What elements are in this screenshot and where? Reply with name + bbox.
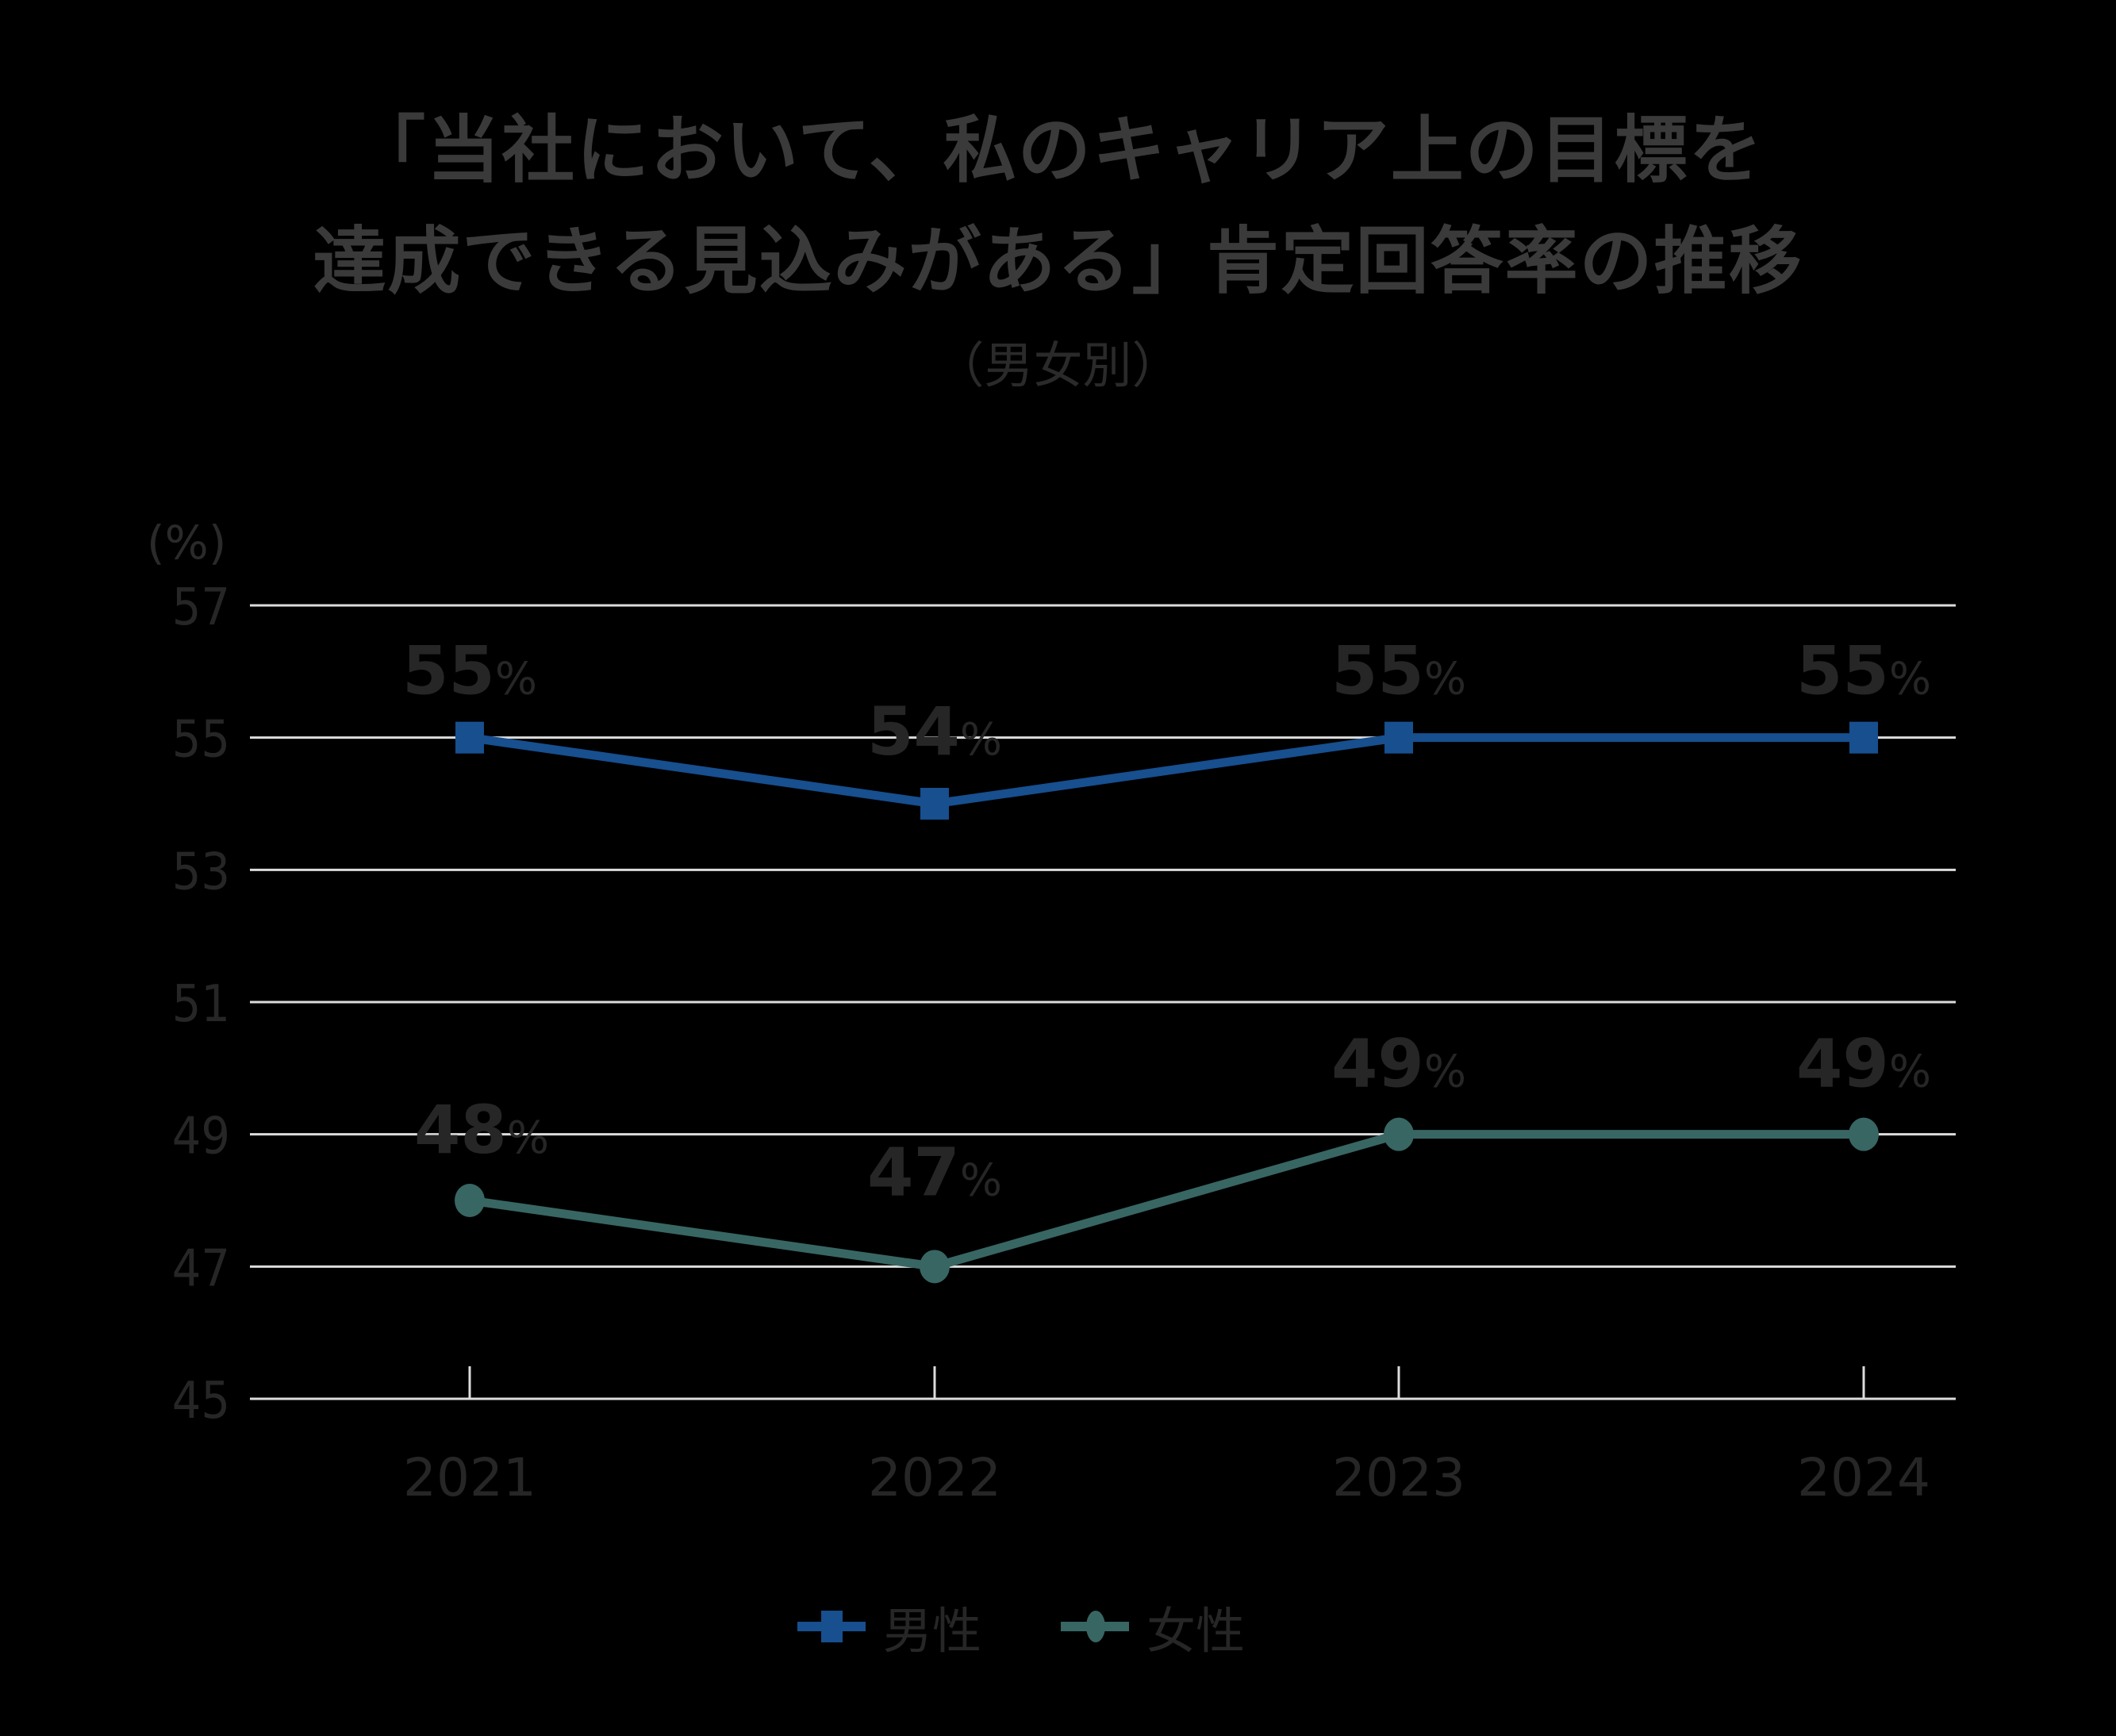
chart-title-line1: 「当社において、私のキャリア上の目標を: [352, 108, 1764, 193]
circle-marker-icon: [920, 1250, 950, 1284]
square-marker-icon: [920, 788, 949, 820]
series-line: [469, 733, 1864, 808]
data-label: 47%: [867, 1133, 1002, 1211]
series-line: [469, 1130, 1864, 1271]
y-tick-label: 47: [172, 1239, 230, 1298]
y-tick-label: 55: [172, 711, 230, 770]
data-label: 49%: [1331, 1025, 1466, 1103]
circle-marker-icon: [1061, 1611, 1130, 1642]
y-tick-label: 45: [172, 1372, 230, 1431]
y-tick-label: 57: [172, 578, 230, 637]
square-marker-icon: [797, 1611, 866, 1642]
circle-marker-icon: [1849, 1117, 1879, 1151]
legend-label-female: 女性: [1146, 1602, 1246, 1660]
y-axis-unit-label: (%): [147, 516, 227, 570]
x-axis-ticks: 2021 2022 2023 2024: [403, 1366, 1930, 1508]
legend-item-female: 女性: [1061, 1591, 1245, 1662]
square-marker-icon: [1384, 721, 1413, 754]
x-tick-label: 2024: [1797, 1447, 1930, 1508]
chart-subtitle: （男女別）: [935, 336, 1181, 394]
square-marker-icon: [1849, 721, 1878, 754]
x-tick-label: 2022: [868, 1447, 1001, 1508]
data-label: 55%: [402, 632, 537, 710]
x-tick-label: 2023: [1332, 1447, 1465, 1508]
circle-marker-icon: [455, 1184, 485, 1217]
y-axis-ticks: 45 47 49 51 53 55 57: [172, 578, 230, 1431]
data-label: 55%: [1331, 632, 1466, 710]
data-label: 48%: [414, 1091, 549, 1169]
x-tick-label: 2021: [403, 1447, 536, 1508]
y-tick-label: 49: [172, 1108, 230, 1166]
data-label: 55%: [1796, 632, 1931, 710]
chart-title-line2: 達成できる見込みがある」肯定回答率の推移: [313, 219, 1803, 304]
data-label: 49%: [1796, 1025, 1931, 1103]
legend-label-male: 男性: [883, 1602, 982, 1660]
y-tick-label: 53: [172, 843, 230, 901]
gridlines: [250, 604, 1956, 1400]
data-label: 54%: [867, 693, 1002, 770]
data-labels: 55% 54% 55% 55% 48% 47% 49% 49%: [402, 632, 1931, 1212]
chart-legend: 男性 女性: [797, 1591, 1324, 1662]
y-tick-label: 51: [172, 975, 230, 1034]
legend-item-male: 男性: [797, 1591, 981, 1662]
square-marker-icon: [455, 721, 484, 754]
data-series: [455, 721, 1879, 1284]
circle-marker-icon: [1384, 1117, 1414, 1151]
